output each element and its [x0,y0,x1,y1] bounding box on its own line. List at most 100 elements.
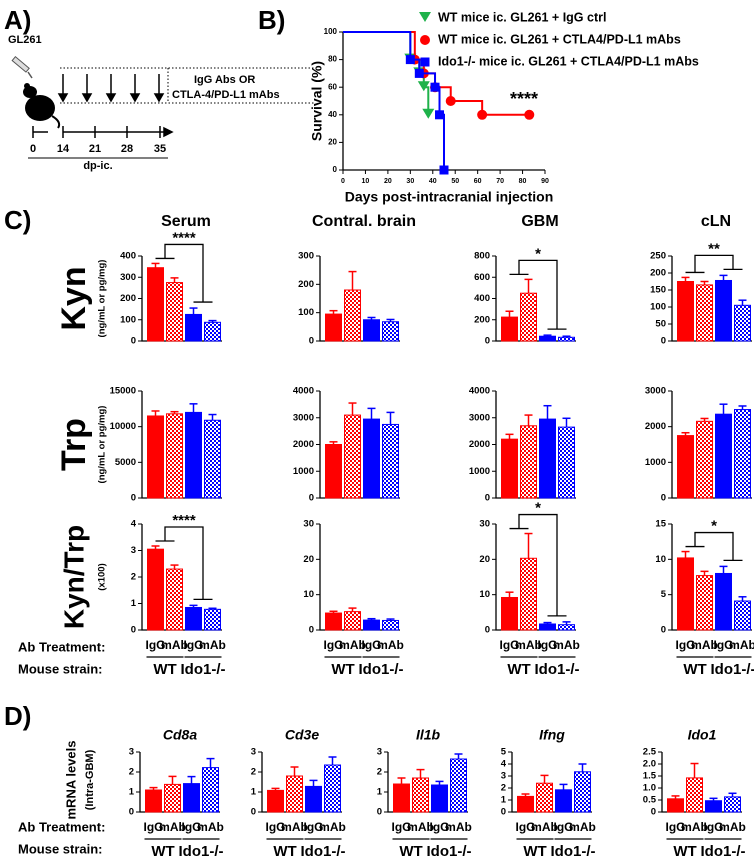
y-tick-label: 30 [303,519,314,530]
y-axis-label: (Intra-GBM) [84,749,96,810]
survival-marker [524,109,535,120]
significance-bracket [685,254,743,274]
y-tick-label: 2.0 [643,759,656,770]
x-tick-label: mAb [719,820,746,834]
bar [166,413,183,499]
y-tick-label: 0 [485,493,490,504]
y-tick-label: 300 [298,251,314,262]
group-label: WT [151,843,174,859]
chart-title: Cd8a [163,727,197,743]
x-tick-label: 90 [541,178,549,185]
y-tick-label: 0 [485,625,490,636]
bar [539,418,556,499]
bar [539,623,556,631]
x-tick-label: mAb [197,820,224,834]
x-tick-label: IgG [144,820,164,834]
y-tick-label: 0 [309,493,314,504]
y-tick-label: 1 [377,787,383,798]
survival-marker [439,165,449,175]
y-tick-label: 100 [120,314,136,325]
y-tick-label: 2000 [469,439,490,450]
survival-marker [414,68,424,78]
row-label-sub: (ng/mL or pg/mg) [97,260,108,338]
bar [185,411,202,499]
x-tick-label: 10 [362,178,370,185]
treatment-label: IgG Abs OR [194,74,255,86]
x-tick-label: mAb [281,820,308,834]
group-label: Ido1-/- [535,661,580,678]
timeline-tick-label: 35 [154,143,166,155]
survival-marker [417,81,430,92]
bar [202,767,219,813]
y-tick-label: 10 [479,589,490,600]
significance-label: **** [172,512,196,529]
x-tick-label: IgG [182,820,202,834]
bar [715,279,732,342]
x-tick-label: IgG [538,638,558,652]
y-tick-label: 40 [328,110,337,119]
bar [147,267,164,342]
chart-title: Cd3e [285,727,319,743]
y-tick-label: 10000 [110,421,136,432]
x-tick-label: 30 [406,178,414,185]
bar [286,775,303,813]
y-tick-label: 15 [655,519,666,530]
y-tick-label: 5000 [115,457,136,468]
group-label: Ido1-/- [181,661,226,678]
group-label: WT [683,661,706,678]
bar [147,415,164,499]
annotation: **** [510,89,538,109]
x-tick-label: 70 [496,178,504,185]
group-label: WT [399,843,422,859]
bar [166,282,183,342]
x-tick-label: mAb [691,638,718,652]
x-tick-label: IgG [714,638,734,652]
bar [147,548,164,631]
bar [363,418,380,499]
chart-title: cLN [701,213,731,230]
bar [724,796,741,813]
y-tick-label: 20 [328,138,337,147]
bar [267,789,284,813]
bar [517,795,534,813]
bar [696,284,713,342]
y-tick-label: 1000 [293,466,314,477]
x-tick-label: mAb [445,820,472,834]
bar [520,425,537,499]
y-tick-label: 3 [501,771,506,782]
cell-line-label: GL261 [8,34,42,46]
treatment-row-label: Ab Treatment: [18,819,105,834]
y-tick-label: 3 [251,747,256,758]
y-tick-label: 200 [474,314,490,325]
x-tick-label: 80 [519,178,527,185]
group-label: Ido1-/- [301,843,346,859]
significance-label: * [711,518,717,535]
significance-label: **** [172,229,196,246]
y-tick-label: 0 [501,807,506,818]
y-tick-label: 0 [661,493,666,504]
bar [520,557,537,631]
bar [558,624,575,631]
legend-label: WT mice ic. GL261 + IgG ctrl [438,10,606,24]
group-label: Ido1-/- [179,843,224,859]
x-tick-label: IgG [266,820,286,834]
significance-bracket [509,513,567,617]
bar [185,313,202,342]
x-tick-label: mAb [319,820,346,834]
bar [382,619,399,631]
group-label: Ido1-/- [711,661,754,678]
bar [382,423,399,499]
y-tick-label: 0 [131,625,136,636]
y-tick-label: 1 [131,598,137,609]
legend-marker [420,57,430,67]
bar [696,575,713,631]
y-tick-label: 4000 [469,386,490,397]
y-tick-label: 300 [120,272,136,283]
bar [574,771,591,813]
bar [363,319,380,342]
x-tick-label: IgG [304,820,324,834]
bar [555,789,572,813]
y-tick-label: 1 [129,787,135,798]
significance-bracket [509,259,567,330]
x-tick-label: mAb [531,820,558,834]
